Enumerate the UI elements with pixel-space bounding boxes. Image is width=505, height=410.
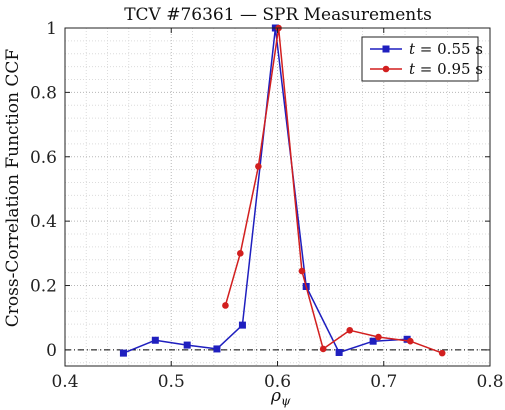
x-tick-label: 0.4 bbox=[51, 372, 78, 392]
x-tick-label: 0.8 bbox=[476, 372, 503, 392]
legend-label-1-var: t bbox=[409, 40, 416, 58]
x-tick-label: 0.7 bbox=[370, 372, 397, 392]
data-point bbox=[151, 336, 159, 344]
data-point bbox=[438, 349, 446, 357]
legend-box bbox=[361, 36, 479, 82]
x-axis-label-main: ρ bbox=[270, 386, 281, 406]
series-layer bbox=[119, 24, 446, 357]
legend-marker-circle bbox=[382, 65, 390, 73]
legend-marker-square bbox=[382, 45, 390, 53]
legend: t = 0.55 s t = 0.95 s bbox=[361, 36, 483, 82]
data-point bbox=[407, 337, 414, 345]
data-point bbox=[183, 341, 191, 349]
data-point bbox=[369, 337, 377, 345]
data-point bbox=[403, 335, 411, 343]
legend-label-1: t = 0.55 s bbox=[409, 40, 483, 58]
data-point bbox=[237, 250, 244, 257]
x-tick-label: 0.6 bbox=[264, 372, 291, 392]
y-tick-label: 0 bbox=[46, 341, 57, 361]
y-axis-label: Cross-Correlation Function CCF bbox=[3, 49, 23, 328]
y-tick-label: 0.8 bbox=[30, 83, 57, 103]
data-point bbox=[335, 348, 343, 356]
x-axis-label-subscript: ψ bbox=[281, 394, 291, 408]
data-point bbox=[238, 321, 246, 329]
x-tick-label: 0.5 bbox=[158, 372, 185, 392]
data-point bbox=[298, 267, 306, 275]
chart-title: TCV #76361 — SPR Measurements bbox=[124, 5, 432, 25]
legend-entry-2: t = 0.95 s bbox=[370, 60, 483, 78]
y-tick-label: 1 bbox=[46, 19, 57, 39]
legend-label-2: t = 0.95 s bbox=[409, 60, 483, 78]
data-point bbox=[375, 333, 382, 341]
data-point bbox=[319, 345, 327, 353]
data-point bbox=[119, 349, 127, 357]
data-point bbox=[222, 302, 229, 309]
x-axis-label: ρψ bbox=[270, 386, 291, 408]
series-2 bbox=[222, 24, 446, 357]
data-point bbox=[213, 345, 221, 353]
legend-label-1-rest: = 0.55 s bbox=[415, 40, 483, 58]
axis-ticks: 0.4 0.5 0.6 0.7 0.8 0 0.2 0.4 0.6 0.8 1 bbox=[30, 19, 504, 392]
y-tick-label: 0.6 bbox=[30, 148, 57, 168]
legend-entry-1: t = 0.55 s bbox=[370, 40, 483, 58]
series-line bbox=[224, 27, 443, 354]
y-tick-label: 0.2 bbox=[30, 277, 57, 297]
y-tick-label: 0.4 bbox=[30, 212, 57, 232]
legend-label-2-rest: = 0.95 s bbox=[415, 60, 483, 78]
data-point bbox=[255, 163, 262, 170]
data-point bbox=[346, 326, 354, 334]
series-line bbox=[123, 27, 408, 354]
legend-label-2-var: t bbox=[409, 60, 416, 78]
